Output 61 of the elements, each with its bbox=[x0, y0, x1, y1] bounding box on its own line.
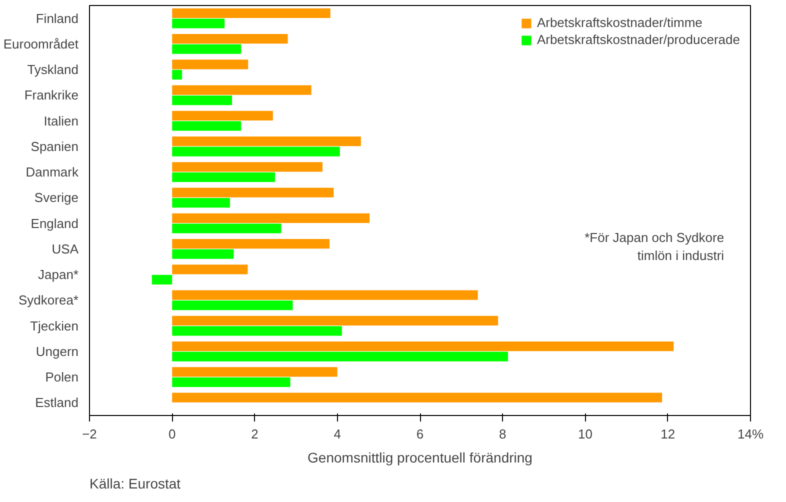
bar bbox=[172, 326, 342, 336]
y-tick-label: Spanien bbox=[30, 138, 79, 154]
bar bbox=[172, 162, 323, 172]
bar bbox=[172, 198, 230, 208]
legend-label: Arbetskraftskostnader/producerade bbox=[536, 32, 740, 47]
y-tick-label: USA bbox=[52, 241, 79, 256]
bar bbox=[152, 274, 172, 285]
x-tick-label: 6 bbox=[416, 426, 424, 442]
bar bbox=[172, 224, 282, 234]
bar bbox=[172, 377, 290, 388]
bar bbox=[172, 121, 242, 131]
x-tick-label: 14% bbox=[737, 426, 764, 442]
y-tick-label: Ungern bbox=[36, 344, 79, 359]
bar bbox=[172, 352, 508, 362]
legend-label: Arbetskraftskostnader/timme bbox=[536, 15, 702, 30]
x-axis-title: Genomsnittlig procentuell förändring bbox=[308, 450, 532, 466]
x-tick-label: 8 bbox=[499, 426, 506, 442]
y-tick-label: Tjeckien bbox=[30, 318, 79, 334]
y-tick-label: Finland bbox=[36, 10, 79, 26]
bar bbox=[172, 341, 674, 352]
y-tick-label: Sydkorea* bbox=[18, 292, 79, 308]
y-tick-label: Sverige bbox=[34, 190, 78, 206]
bar bbox=[172, 146, 340, 156]
y-tick-label: Japan* bbox=[38, 267, 79, 282]
bar bbox=[172, 136, 361, 146]
bar bbox=[172, 85, 312, 95]
bar bbox=[172, 34, 288, 44]
bar bbox=[172, 70, 182, 80]
y-tick-label: Estland bbox=[35, 395, 79, 410]
bar bbox=[172, 60, 248, 70]
x-tick-label: 2 bbox=[251, 426, 258, 442]
y-tick-label: Polen bbox=[45, 370, 78, 385]
x-tick-label: 0 bbox=[168, 426, 176, 442]
text: Källa: Eurostat bbox=[90, 476, 181, 492]
bar bbox=[172, 95, 232, 106]
x-tick-label: −2 bbox=[82, 426, 97, 442]
y-tick-label: Euroområdet bbox=[3, 36, 79, 52]
bar bbox=[172, 392, 662, 402]
y-tick-label: Danmark bbox=[26, 164, 79, 180]
bar bbox=[172, 188, 334, 198]
bar bbox=[172, 8, 330, 18]
y-tick-label: Tyskland bbox=[27, 62, 79, 78]
bar bbox=[172, 172, 275, 182]
bar bbox=[172, 264, 248, 274]
bar bbox=[172, 18, 225, 28]
bar bbox=[172, 238, 330, 249]
y-tick-label: Frankrike bbox=[24, 88, 79, 103]
x-tick-label: 4 bbox=[334, 426, 341, 442]
bar bbox=[172, 290, 478, 300]
bar bbox=[172, 110, 273, 121]
x-tick-label: 12 bbox=[660, 426, 676, 442]
annotation: *För Japan och Sydkore timlön i industri bbox=[584, 230, 724, 263]
bar bbox=[172, 300, 293, 310]
bar bbox=[172, 213, 370, 224]
bar bbox=[172, 316, 498, 326]
x-tick-label: 10 bbox=[578, 426, 592, 442]
y-tick-label: England bbox=[30, 216, 79, 231]
y-tick-label: Italien bbox=[44, 113, 79, 128]
bar bbox=[172, 367, 338, 377]
bar bbox=[172, 249, 234, 259]
bar bbox=[172, 44, 242, 54]
